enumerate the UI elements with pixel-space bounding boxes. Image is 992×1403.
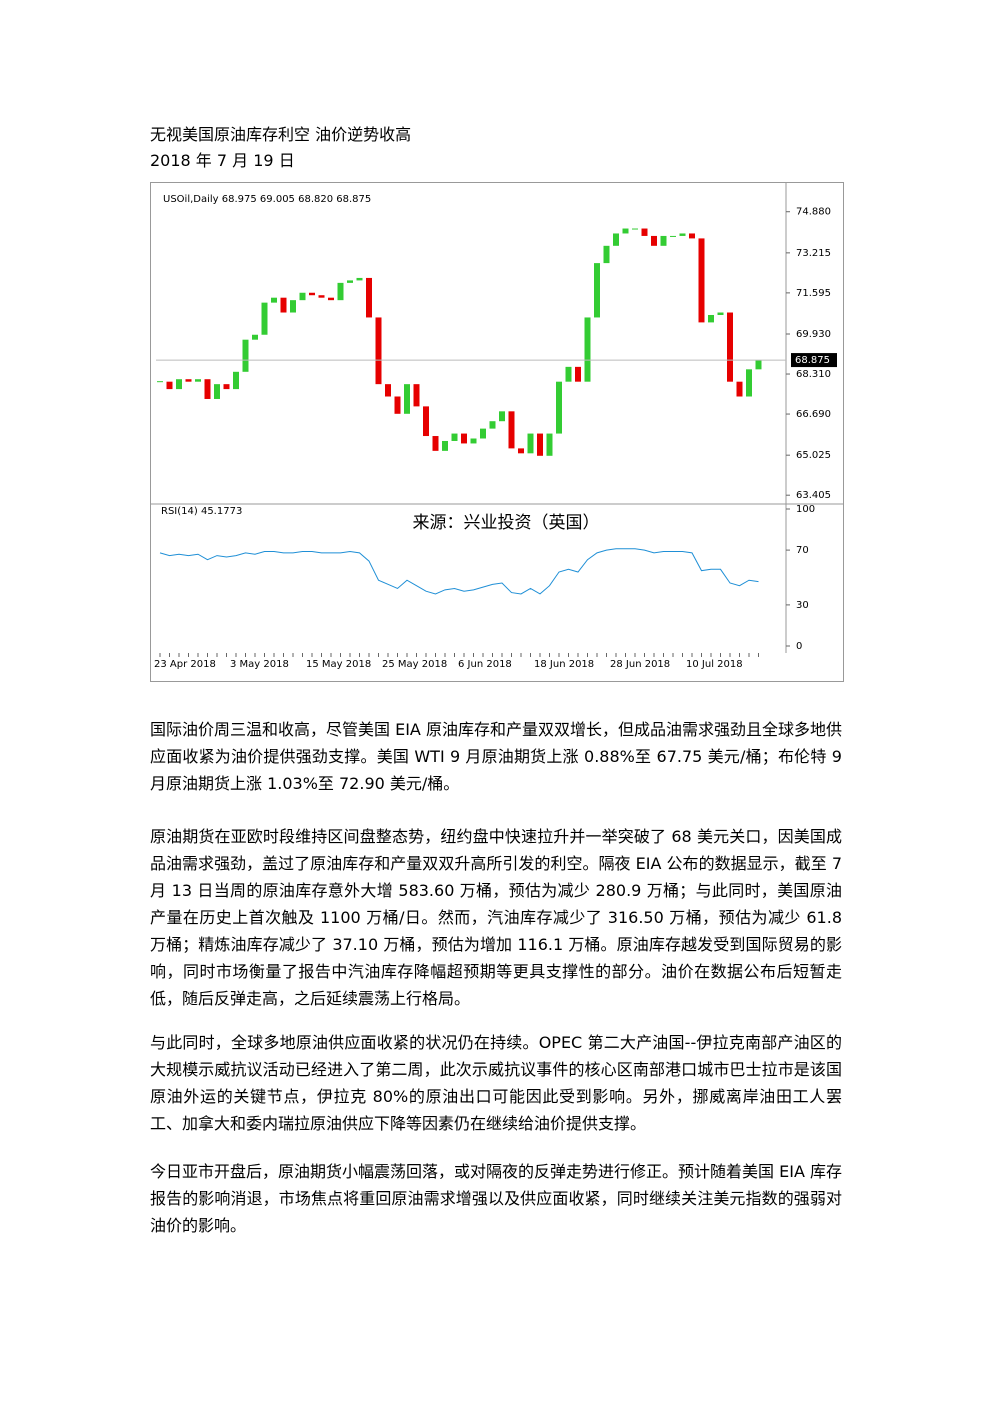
- candle: [546, 433, 553, 456]
- x-tick-label: 23 Apr 2018: [154, 659, 216, 670]
- candle: [461, 433, 467, 444]
- candle: [404, 384, 410, 414]
- rsi-tick-label: 0: [796, 641, 802, 652]
- candle: [176, 379, 182, 390]
- candle: [366, 277, 372, 318]
- candle: [708, 314, 714, 323]
- candle: [233, 371, 239, 390]
- candle: [309, 292, 315, 296]
- candle: [632, 228, 638, 230]
- date: 2018 年 7 月 19 日: [150, 151, 295, 170]
- candle: [204, 379, 211, 399]
- x-tick-label: 3 May 2018: [230, 659, 289, 670]
- candle: [689, 233, 695, 239]
- candle: [746, 369, 752, 397]
- candle: [660, 235, 667, 246]
- rsi-tick-label: 30: [796, 600, 809, 611]
- candle: [185, 379, 192, 382]
- candle: [641, 228, 648, 236]
- candle: [290, 300, 296, 313]
- candle: [651, 235, 657, 246]
- paragraph: 国际油价周三温和收高，尽管美国 EIA 原油库存和产量双双增长，但成品油需求强劲…: [150, 720, 842, 793]
- candle: [537, 433, 543, 456]
- y-tick-label: 73.215: [796, 248, 831, 259]
- candle: [480, 428, 486, 439]
- y-tick-label: 66.690: [796, 409, 831, 420]
- x-tick-label: 25 May 2018: [382, 659, 447, 670]
- candle: [280, 297, 287, 313]
- candle: [679, 233, 686, 236]
- candle: [594, 263, 600, 318]
- candle: [755, 360, 762, 370]
- candle: [423, 406, 429, 437]
- candle: [299, 292, 306, 301]
- candle: [575, 366, 581, 382]
- candle: [442, 440, 448, 451]
- candle: [518, 448, 524, 454]
- candle: [252, 334, 258, 340]
- candle: [271, 297, 277, 303]
- candle: [223, 384, 230, 390]
- paragraph: 原油期货在亚欧时段维持区间盘整态势，纽约盘中快速拉升并一举突破了 68 美元关口…: [150, 827, 842, 1008]
- candle: [337, 282, 344, 301]
- candle: [499, 411, 505, 422]
- y-tick-label: 71.595: [796, 288, 831, 299]
- candle: [328, 297, 334, 301]
- paragraph: 与此同时，全球多地原油供应面收紧的状况仍在持续。OPEC 第二大产油国--伊拉克…: [150, 1033, 842, 1133]
- x-tick-label: 15 May 2018: [306, 659, 371, 670]
- candle: [698, 238, 705, 323]
- rsi-line: [159, 548, 759, 595]
- x-tick-label: 6 Jun 2018: [458, 659, 512, 670]
- candle: [736, 381, 743, 397]
- candle: [413, 384, 420, 407]
- candle: [622, 228, 629, 234]
- candle: [613, 233, 619, 246]
- candle: [214, 384, 220, 399]
- y-tick-label: 63.405: [796, 490, 831, 501]
- candle: [347, 280, 353, 283]
- chart: USOil,Daily 68.975 69.005 68.820 68.875 …: [150, 182, 844, 682]
- x-tick-label: 28 Jun 2018: [610, 659, 670, 670]
- rsi-label: RSI(14) 45.1773: [161, 506, 242, 517]
- candle: [508, 411, 515, 449]
- y-tick-label: 74.880: [796, 207, 831, 218]
- x-tick-label: 10 Jul 2018: [686, 659, 743, 670]
- candle: [470, 438, 477, 444]
- candle: [318, 295, 325, 298]
- candle: [717, 312, 724, 315]
- chart-bg: [151, 183, 843, 681]
- candle: [394, 396, 401, 414]
- candle: [556, 381, 562, 434]
- paragraph: 今日亚市开盘后，原油期货小幅震荡回落，或对隔夜的反弹走势进行修正。预计随着美国 …: [150, 1162, 842, 1235]
- candle: [195, 379, 201, 382]
- x-tick-label: 18 Jun 2018: [534, 659, 594, 670]
- candle: [261, 302, 268, 335]
- candle: [375, 317, 382, 385]
- rsi-tick-label: 70: [796, 545, 809, 556]
- candle: [489, 421, 496, 429]
- candle: [565, 366, 572, 382]
- candle: [356, 277, 363, 281]
- candle: [432, 436, 439, 451]
- candle: [603, 245, 610, 264]
- chart-header: USOil,Daily 68.975 69.005 68.820 68.875: [163, 194, 371, 205]
- y-tick-label: 68.310: [796, 369, 831, 380]
- title: 无视美国原油库存利空 油价逆势收高: [150, 125, 412, 144]
- candle: [451, 433, 458, 441]
- candle: [670, 235, 676, 237]
- rsi-tick-label: 100: [796, 504, 815, 515]
- candle: [727, 312, 733, 382]
- last-price-label: 68.875: [795, 355, 830, 366]
- source: 来源：兴业投资（英国）: [413, 513, 600, 533]
- candle: [385, 384, 391, 397]
- y-tick-label: 65.025: [796, 450, 831, 461]
- last-price-box: [791, 353, 837, 368]
- y-tick-label: 69.930: [796, 329, 831, 340]
- candle: [584, 317, 591, 382]
- candle: [242, 339, 249, 372]
- candle: [527, 433, 534, 454]
- candle: [166, 381, 173, 390]
